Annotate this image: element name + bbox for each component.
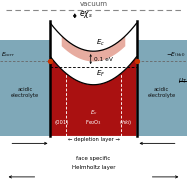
Polygon shape <box>50 23 137 85</box>
Text: $E_{corr}$: $E_{corr}$ <box>1 50 15 59</box>
Text: $e\chi_s$: $e\chi_s$ <box>79 9 93 20</box>
Text: $-E_{(hkl)}$: $-E_{(hkl)}$ <box>166 51 186 59</box>
Text: $E_F$: $E_F$ <box>96 68 106 79</box>
Bar <box>137 40 187 136</box>
Text: acidic
electrolyte: acidic electrolyte <box>148 87 176 98</box>
Text: $E_v$: $E_v$ <box>90 108 97 117</box>
Bar <box>0 40 50 136</box>
Text: Helmholtz layer: Helmholtz layer <box>72 165 115 170</box>
Text: (001): (001) <box>55 120 69 125</box>
Text: face specific: face specific <box>76 156 111 161</box>
Bar <box>0 136 187 189</box>
Text: acidic
electrolyte: acidic electrolyte <box>11 87 39 98</box>
Polygon shape <box>62 36 125 61</box>
Text: vacuum: vacuum <box>79 1 108 7</box>
Text: $(hkl)$: $(hkl)$ <box>119 118 132 127</box>
Text: Fe$_2$O$_3$: Fe$_2$O$_3$ <box>85 119 102 127</box>
Text: $E_c$: $E_c$ <box>96 38 105 48</box>
Text: $\mu_T$: $\mu_T$ <box>178 76 187 86</box>
Text: ← depletion layer →: ← depletion layer → <box>68 137 119 143</box>
Text: 0.1 eV: 0.1 eV <box>94 57 112 62</box>
Polygon shape <box>50 57 137 136</box>
Polygon shape <box>50 21 137 51</box>
